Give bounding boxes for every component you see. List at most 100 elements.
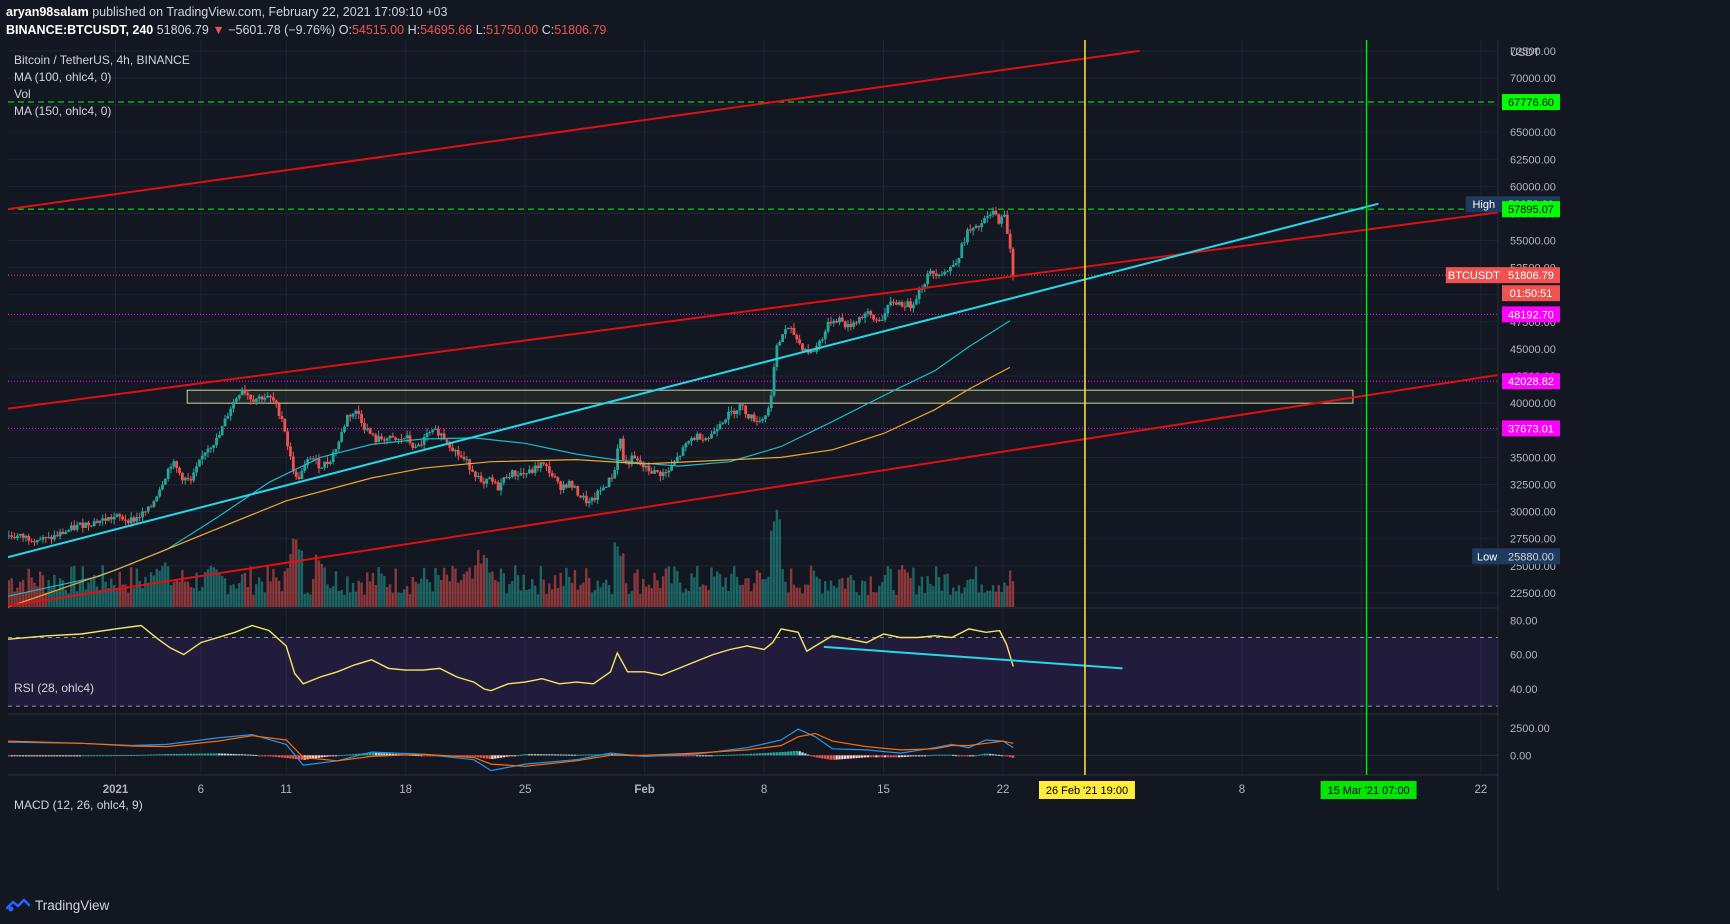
legend-ma150[interactable]: MA (150, ohlc4, 0) (14, 104, 112, 118)
volume-bar (715, 571, 719, 607)
macd-histogram-bar (912, 755, 915, 757)
volume-bar (169, 585, 173, 607)
volume-bar (932, 586, 935, 607)
macd-histogram-bar (496, 755, 500, 759)
volume-bar (943, 574, 946, 607)
candle-body (138, 517, 142, 519)
volume-bar (201, 586, 204, 607)
macd-histogram-bar (585, 754, 588, 756)
tradingview-logo[interactable]: TradingView (6, 897, 109, 913)
macd-histogram-bar (357, 753, 360, 756)
candle-body (21, 534, 25, 538)
candle-body (792, 328, 796, 336)
candle-body (1005, 214, 1009, 234)
candle-body (610, 477, 614, 479)
macd-histogram-bar (289, 755, 292, 759)
volume-bar (522, 574, 525, 607)
legend-title[interactable]: Bitcoin / TetherUS, 4h, BINANCE (14, 53, 190, 67)
volume-bar (232, 584, 235, 607)
macd-histogram-bar (738, 754, 742, 756)
macd-histogram-bar (50, 755, 53, 757)
rsi-legend[interactable]: RSI (28, ohlc4) (14, 681, 95, 695)
volume-bar (164, 562, 167, 607)
trend-line-cyan-3[interactable] (8, 202, 1379, 559)
candle-body (243, 390, 247, 394)
candle-body (189, 479, 193, 481)
chart-background (8, 40, 1730, 890)
macd-histogram-bar (477, 755, 480, 758)
volume-bar (556, 588, 560, 607)
trend-line-red-1[interactable] (8, 211, 1499, 410)
candle-body (735, 410, 739, 415)
price-badge-tag-0 (1465, 196, 1502, 213)
candle-body (215, 437, 218, 446)
time-marker-badge-1[interactable] (1320, 781, 1417, 799)
volume-bar (212, 567, 215, 607)
volume-bar (104, 581, 107, 607)
macd-histogram-bar (852, 755, 855, 759)
candle-body (562, 484, 565, 490)
time-marker-badge-0[interactable] (1038, 781, 1135, 799)
legend-vol[interactable]: Vol (14, 87, 31, 101)
time-tick-label: 8 (761, 784, 767, 796)
macd-histogram-bar (949, 754, 952, 756)
macd-histogram-bar (741, 754, 744, 756)
volume-bar (553, 575, 557, 607)
macd-histogram-bar (989, 753, 992, 756)
macd-histogram-bar (346, 754, 349, 756)
candle-body (479, 475, 483, 482)
volume-bar (181, 569, 184, 607)
macd-histogram-bar (491, 755, 494, 760)
macd-histogram-bar (556, 754, 560, 756)
macd-histogram-bar (878, 755, 881, 758)
macd-histogram-bar (226, 753, 230, 756)
volume-bar (528, 588, 531, 607)
candle-body (232, 401, 235, 409)
price-tick-label: 32500.00 (1510, 479, 1556, 491)
macd-histogram-bar (320, 755, 323, 758)
candle-body (519, 472, 523, 476)
volume-bar (380, 573, 383, 607)
candle-body (482, 481, 486, 484)
trend-line-red-2[interactable] (8, 374, 1499, 607)
macd-histogram-bar (272, 755, 275, 757)
volume-bar (138, 580, 141, 607)
macd-histogram-bar (75, 755, 79, 757)
candle-body (30, 540, 34, 542)
candle-body (277, 403, 281, 417)
macd-histogram-bar (485, 755, 488, 759)
chart-area[interactable]: USDT72500.0070000.0067500.0065000.006250… (8, 40, 1730, 890)
trend-line-red-0[interactable] (8, 49, 1140, 211)
volume-bar (149, 572, 153, 607)
volume-bar (977, 592, 981, 607)
candle-body (98, 520, 102, 523)
volume-bar (496, 581, 500, 607)
macd-histogram-bar (932, 754, 935, 756)
candle-body (266, 395, 270, 398)
volume-bar (84, 589, 87, 607)
low-label: L: (475, 23, 487, 37)
low-value: 51750.00 (486, 23, 539, 37)
candle-body (183, 477, 187, 481)
volume-bar (573, 570, 577, 607)
chart-canvas[interactable]: USDT72500.0070000.0067500.0065000.006250… (8, 40, 1730, 890)
candle-body (954, 263, 958, 265)
candle-body (169, 466, 173, 469)
volume-bar (798, 587, 801, 607)
author-name[interactable]: aryan98salam (6, 5, 89, 19)
legend-ma100[interactable]: MA (100, ohlc4, 0) (14, 70, 112, 84)
volume-bar (238, 583, 241, 607)
candle-body (715, 429, 719, 432)
macd-histogram-bar (923, 755, 927, 757)
volume-bar (969, 579, 972, 607)
volume-bar (494, 579, 497, 607)
symbol-label[interactable]: BINANCE:BTCUSDT, 240 (6, 23, 154, 37)
macd-legend[interactable]: MACD (12, 26, ohlc4, 9) (14, 798, 143, 812)
rsi-trend-line[interactable] (823, 645, 1123, 670)
volume-bar (408, 594, 412, 607)
volume-bar (542, 579, 545, 607)
volume-bar (454, 568, 457, 607)
volume-bar (568, 577, 571, 607)
macd-histogram-bar (240, 754, 244, 756)
macd-histogram-bar (573, 754, 577, 756)
